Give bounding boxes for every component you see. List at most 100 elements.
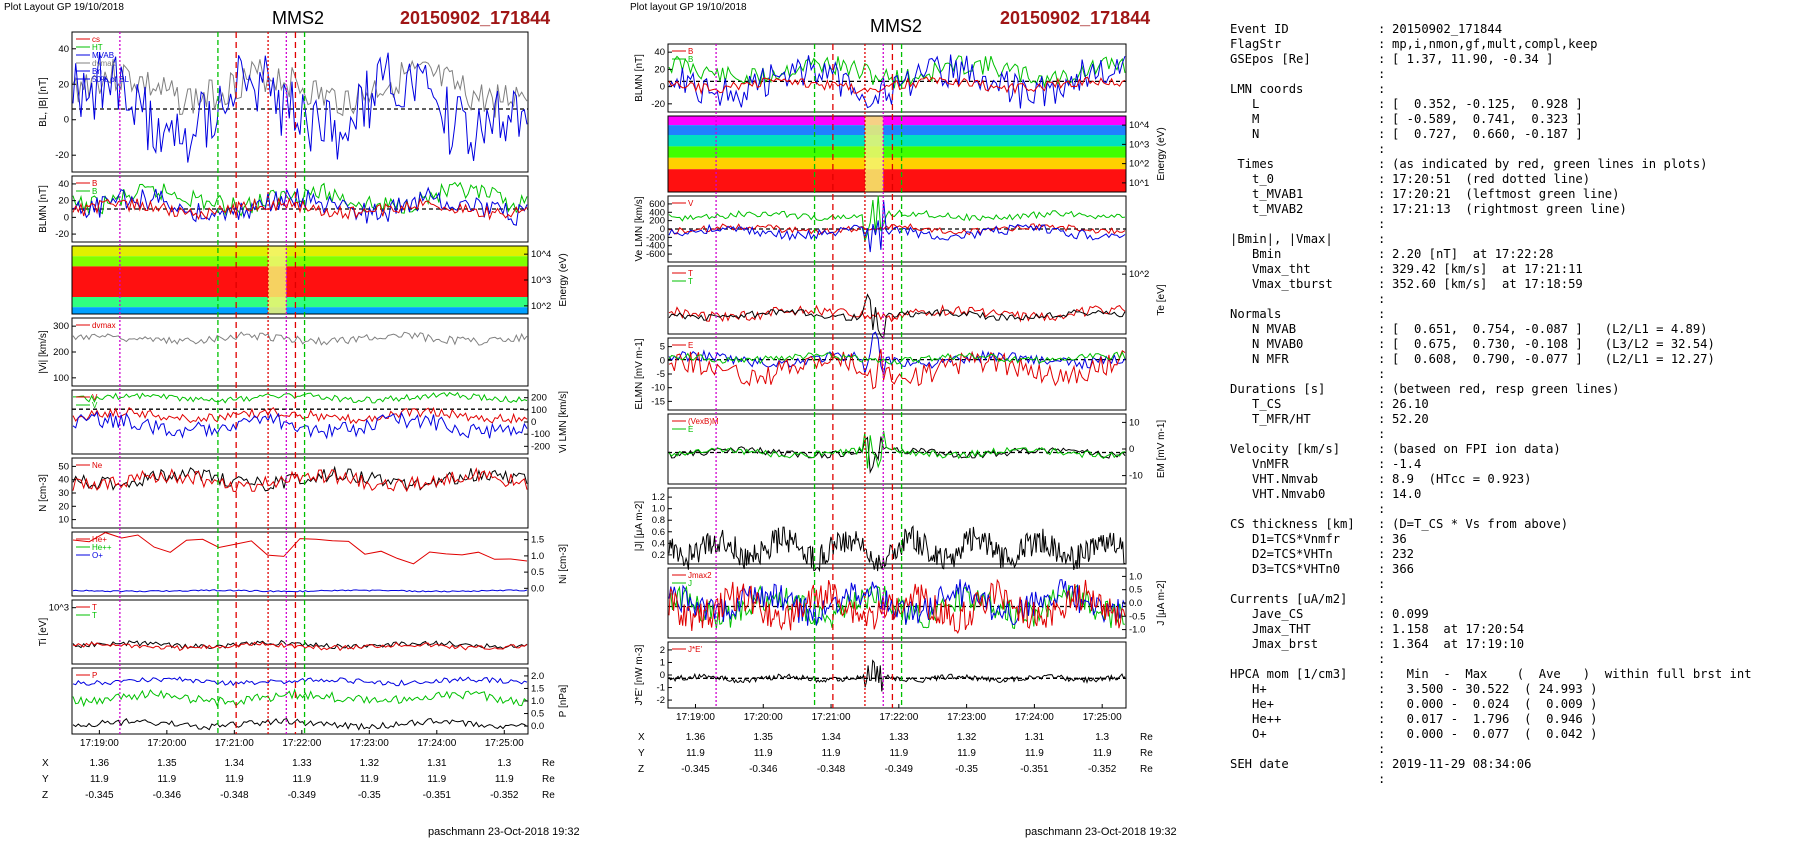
tick-label: 0 — [1129, 444, 1134, 455]
legend-label: E — [688, 341, 693, 350]
info-key — [1230, 772, 1378, 787]
info-separator: : — [1378, 292, 1386, 306]
info-row: D2=TCS*VHTn:232 — [1230, 547, 1752, 562]
legend-label: V — [688, 199, 694, 208]
time-tick-label: 17:24:00 — [417, 738, 456, 749]
position-unit: Re — [1140, 764, 1153, 775]
position-value: -0.346 — [153, 790, 182, 801]
info-separator: : — [1378, 337, 1386, 351]
tick-label: -200 — [531, 441, 550, 452]
legend-label: V — [92, 401, 98, 410]
info-row: L: [ 0.352, -0.125, 0.928 ] — [1230, 97, 1752, 112]
tick-label: 0.2 — [652, 550, 665, 561]
y-axis-label: BL, |B| [nT] — [38, 77, 49, 127]
y-axis-label: Ve LMN [km/s] — [634, 196, 645, 261]
time-tick-label: 17:22:00 — [282, 738, 321, 749]
panel-frame — [667, 265, 1127, 335]
info-separator: : — [1378, 472, 1386, 486]
spectrogram-band — [668, 125, 1126, 135]
y-axis-label: Energy (eV) — [1156, 127, 1167, 180]
info-separator: : — [1378, 202, 1386, 216]
left-plot-header: Plot Layout GP 19/10/2018 — [4, 2, 124, 13]
tick-label: -15 — [651, 396, 665, 407]
position-value: 11.9 — [1025, 748, 1044, 759]
panel-frame — [667, 641, 1127, 709]
trace-green — [668, 430, 1126, 469]
legend-label: J*E' — [688, 645, 702, 654]
info-key — [1230, 217, 1378, 232]
tick-label: 10^2 — [1129, 159, 1149, 170]
tick-label: 0.6 — [652, 527, 665, 538]
tick-label: -600 — [646, 249, 665, 260]
info-separator: : — [1378, 187, 1386, 201]
panel-frame — [667, 487, 1127, 565]
legend-label: dvmax — [92, 59, 116, 68]
tick-label: -400 — [646, 241, 665, 252]
y-axis-label: EM [mV m-1] — [1156, 420, 1167, 479]
tick-label: -200 — [646, 232, 665, 243]
spectrogram-band — [668, 135, 1126, 147]
legend-label: T — [92, 611, 97, 620]
info-value: 3.500 - 30.522 ( 24.993 ) — [1392, 682, 1598, 696]
panel-1: 40 20 0 -20 BLMN [nT] BB — [634, 43, 1127, 113]
trace-blue — [72, 410, 528, 440]
position-value: 1.3 — [497, 758, 511, 769]
info-separator: : — [1378, 772, 1386, 786]
info-separator: : — [1378, 22, 1386, 36]
trace-blue — [72, 52, 528, 163]
info-separator: : — [1378, 127, 1386, 141]
trace-blue — [668, 200, 1126, 253]
position-value: 1.31 — [1025, 732, 1045, 743]
legend-label: T — [688, 269, 693, 278]
info-key: VnMFR — [1230, 457, 1289, 471]
info-key — [1230, 427, 1378, 442]
y-axis-label: Ti [eV] — [38, 618, 49, 647]
info-value: 352.60 [km/s] at 17:18:59 — [1392, 277, 1583, 291]
tick-label: 0 — [660, 670, 665, 681]
tick-label: 0 — [660, 224, 665, 235]
info-row: Durations [s]: (between red, resp green l… — [1230, 382, 1752, 397]
time-tick-label: 17:23:00 — [350, 738, 389, 749]
tick-label: 1.5 — [531, 683, 544, 694]
info-row: VHT.Nmvab:8.9 (HTcc = 0.923) — [1230, 472, 1752, 487]
tick-label: 0.0 — [531, 721, 544, 732]
position-unit: Re — [1140, 732, 1153, 743]
info-row: H+: 3.500 - 30.522 ( 24.993 ) — [1230, 682, 1752, 697]
trace-blue — [668, 331, 1126, 375]
panel-8: 10^3Ti [eV] TT — [38, 599, 529, 665]
legend-label: T — [92, 603, 97, 612]
info-separator: : — [1378, 427, 1386, 441]
info-key: Vmax_tht — [1230, 262, 1311, 276]
legend-label: B — [688, 47, 693, 56]
tick-label: 100 — [53, 373, 69, 384]
trace-red — [72, 406, 528, 425]
info-key: VHT.Nmvab0 — [1230, 487, 1326, 501]
trace-black — [72, 465, 528, 492]
time-tick-label: 17:19:00 — [80, 738, 119, 749]
tick-label: 600 — [649, 199, 665, 210]
legend-label: B — [92, 187, 97, 196]
y-axis-label: ELMN [mV m-1] — [634, 338, 645, 409]
position-value: 11.9 — [427, 774, 446, 785]
position-value: 1.32 — [957, 732, 977, 743]
info-value: (based on FPI ion data) — [1392, 442, 1561, 456]
info-row: He++: 0.017 - 1.796 ( 0.946 ) — [1230, 712, 1752, 727]
info-row: VnMFR: -1.4 — [1230, 457, 1752, 472]
info-separator: : — [1378, 262, 1386, 276]
info-key: He+ — [1230, 697, 1275, 711]
tick-label: 1.0 — [531, 696, 544, 707]
info-key: t_MVAB1 — [1230, 187, 1304, 201]
tick-label: 0.5 — [531, 709, 544, 720]
info-row: t_MVAB1:17:20:21 (leftmost green line) — [1230, 187, 1752, 202]
info-separator: : — [1378, 697, 1386, 711]
panel-9: 21 0 -1-2 J*E' [nW m-3] J*E' — [634, 641, 1127, 709]
position-value: -0.348 — [817, 764, 846, 775]
position-value: -0.348 — [220, 790, 249, 801]
tick-label: 1.0 — [652, 504, 665, 515]
position-row-label: X — [42, 758, 49, 769]
position-value: -0.346 — [749, 764, 778, 775]
trace-red — [668, 304, 1126, 323]
